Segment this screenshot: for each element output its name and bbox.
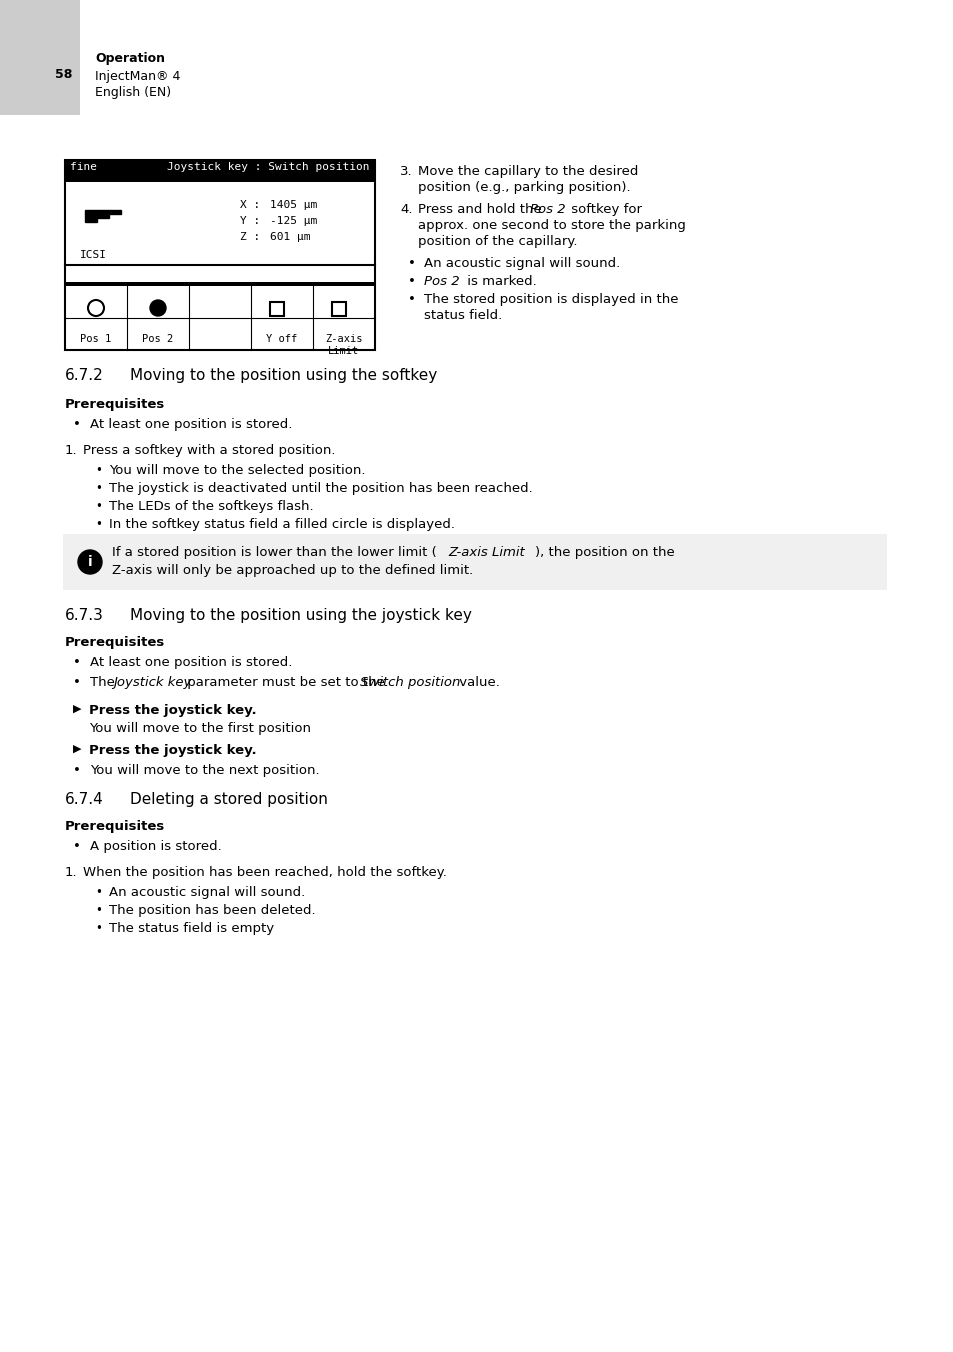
Text: An acoustic signal will sound.: An acoustic signal will sound. [423,257,619,270]
Text: Joystick key: Joystick key [112,676,192,690]
Text: Y off: Y off [266,334,297,343]
Text: parameter must be set to the: parameter must be set to the [183,676,389,690]
Text: •: • [408,293,416,306]
Text: approx. one second to store the parking: approx. one second to store the parking [417,219,685,233]
Text: Operation: Operation [95,51,165,65]
Text: 1405 μm: 1405 μm [270,200,317,210]
Text: Prerequisites: Prerequisites [65,635,165,649]
Text: Y :: Y : [240,216,260,226]
Text: Z-axis Limit: Z-axis Limit [448,546,524,558]
Bar [270,301,283,316]
Text: value.: value. [455,676,499,690]
Text: •: • [73,418,81,431]
Text: •: • [73,840,81,853]
Text: •: • [95,518,102,531]
FancyBboxPatch shape [0,0,80,115]
Text: 601 μm: 601 μm [270,233,310,242]
Text: 1.: 1. [65,867,77,879]
Text: 6.7.3: 6.7.3 [65,608,104,623]
Text: Press the joystick key.: Press the joystick key. [89,704,256,717]
Text: status field.: status field. [423,310,501,322]
Text: Z-axis
Limit: Z-axis Limit [325,334,362,356]
Text: You will move to the next position.: You will move to the next position. [90,764,319,777]
Text: 1.: 1. [65,443,77,457]
Text: position of the capillary.: position of the capillary. [417,235,577,247]
Text: 58: 58 [55,68,72,81]
Text: The: The [90,676,119,690]
Text: Prerequisites: Prerequisites [65,397,165,411]
Text: •: • [95,886,102,899]
Text: InjectMan® 4: InjectMan® 4 [95,70,180,82]
Text: Pos 2: Pos 2 [423,274,459,288]
Text: Move the capillary to the desired: Move the capillary to the desired [417,165,638,178]
Text: •: • [95,904,102,917]
Text: ▶: ▶ [73,704,81,714]
Text: •: • [95,464,102,477]
Text: position (e.g., parking position).: position (e.g., parking position). [417,181,630,193]
Text: •: • [73,676,81,690]
Text: You will move to the first position: You will move to the first position [89,722,311,735]
Text: 4.: 4. [399,203,412,216]
Bar [65,283,375,287]
Bar [65,160,375,350]
Text: Pos 1: Pos 1 [80,334,112,343]
Text: The joystick is deactivated until the position has been reached.: The joystick is deactivated until the po… [109,483,532,495]
Text: At least one position is stored.: At least one position is stored. [90,656,292,669]
Text: Pos 2: Pos 2 [142,334,173,343]
Text: -125 μm: -125 μm [270,216,317,226]
Text: A position is stored.: A position is stored. [90,840,221,853]
Polygon shape [85,210,121,222]
Text: X :: X : [240,200,260,210]
Text: ICSI: ICSI [80,250,107,260]
Text: Switch position: Switch position [359,676,460,690]
Text: At least one position is stored.: At least one position is stored. [90,418,292,431]
Text: The stored position is displayed in the: The stored position is displayed in the [423,293,678,306]
Text: Press the joystick key.: Press the joystick key. [89,744,256,757]
Text: If a stored position is lower than the lower limit (: If a stored position is lower than the l… [112,546,436,558]
Text: The status field is empty: The status field is empty [109,922,274,936]
Text: Joystick key : Switch position: Joystick key : Switch position [168,162,370,172]
Text: An acoustic signal will sound.: An acoustic signal will sound. [109,886,305,899]
Text: ▶: ▶ [73,744,81,754]
Text: •: • [73,656,81,669]
Text: 3.: 3. [399,165,413,178]
Circle shape [150,300,166,316]
Text: Prerequisites: Prerequisites [65,821,165,833]
Text: Z :: Z : [240,233,260,242]
Text: The LEDs of the softkeys flash.: The LEDs of the softkeys flash. [109,500,314,512]
Text: •: • [408,257,416,270]
Text: Press a softkey with a stored position.: Press a softkey with a stored position. [83,443,335,457]
Text: Pos 2: Pos 2 [530,203,565,216]
Text: In the softkey status field a filled circle is displayed.: In the softkey status field a filled cir… [109,518,455,531]
Bar [332,301,345,316]
Text: Z-axis will only be approached up to the defined limit.: Z-axis will only be approached up to the… [112,564,473,577]
Text: You will move to the selected position.: You will move to the selected position. [109,464,365,477]
Text: is marked.: is marked. [462,274,537,288]
Text: The position has been deleted.: The position has been deleted. [109,904,315,917]
Text: 6.7.4: 6.7.4 [65,792,104,807]
Text: •: • [408,274,416,288]
Circle shape [78,550,102,575]
Text: Moving to the position using the softkey: Moving to the position using the softkey [130,368,436,383]
Text: ), the position on the: ), the position on the [535,546,674,558]
Text: When the position has been reached, hold the softkey.: When the position has been reached, hold… [83,867,446,879]
Text: •: • [95,922,102,936]
Text: softkey for: softkey for [566,203,641,216]
Text: Press and hold the: Press and hold the [417,203,545,216]
Text: i: i [88,556,92,569]
FancyBboxPatch shape [63,534,886,589]
Text: •: • [95,500,102,512]
Text: 6.7.2: 6.7.2 [65,368,104,383]
Text: fine: fine [70,162,97,172]
Bar [65,160,375,183]
Text: •: • [73,764,81,777]
Text: Moving to the position using the joystick key: Moving to the position using the joystic… [130,608,472,623]
Text: English (EN): English (EN) [95,87,171,99]
Text: Deleting a stored position: Deleting a stored position [130,792,328,807]
Text: •: • [95,483,102,495]
